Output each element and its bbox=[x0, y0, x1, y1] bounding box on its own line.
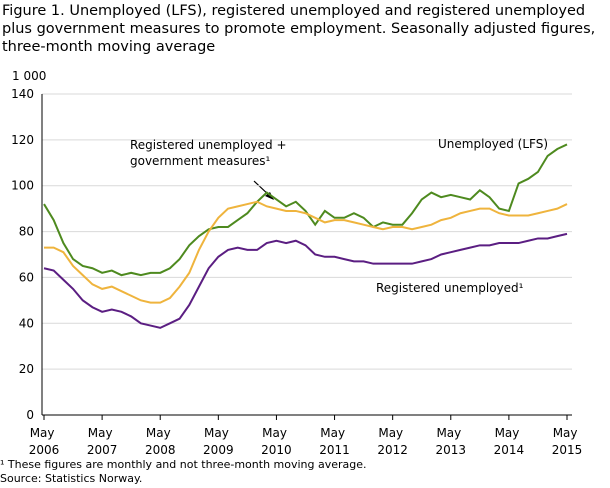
x-tick-label-line: May bbox=[378, 426, 407, 440]
x-tick-label: May 2014 bbox=[494, 426, 525, 457]
x-tick-label-line: 2013 bbox=[436, 443, 467, 457]
series-line bbox=[43, 232, 568, 329]
x-tick-label: May 2009 bbox=[203, 426, 234, 457]
x-tick-label: May 2012 bbox=[377, 426, 408, 457]
x-tick-label: May 2007 bbox=[87, 426, 118, 457]
series-label: Unemployed (LFS) bbox=[438, 137, 549, 151]
arrow-head bbox=[265, 192, 274, 200]
y-tick-label: 60 bbox=[19, 270, 34, 284]
x-tick-label-line: 2007 bbox=[87, 443, 118, 457]
x-tick-label-line: May bbox=[262, 426, 291, 440]
x-tick-label-line: May bbox=[320, 426, 349, 440]
series-label: Registered unemployed + government measu… bbox=[130, 138, 287, 168]
x-tick-label-line: 2010 bbox=[261, 443, 292, 457]
y-unit-label: 1 000 bbox=[12, 69, 46, 83]
x-tick-label: May 2011 bbox=[319, 426, 350, 457]
y-tick-label: 80 bbox=[19, 225, 34, 239]
x-tick-label: May 2006 bbox=[29, 426, 60, 457]
y-tick-label: 120 bbox=[11, 133, 34, 147]
x-tick-label-line: May bbox=[88, 426, 117, 440]
x-tick-label-line: 2015 bbox=[552, 443, 583, 457]
x-tick-label-line: May bbox=[204, 426, 233, 440]
x-tick-label-line: May bbox=[553, 426, 582, 440]
x-tick-label-line: 2009 bbox=[203, 443, 234, 457]
x-tick-label-line: 2008 bbox=[145, 443, 176, 457]
x-tick-label: May 2010 bbox=[261, 426, 292, 457]
x-tick-label-line: 2011 bbox=[319, 443, 350, 457]
x-tick-label: May 2008 bbox=[145, 426, 176, 457]
series-line bbox=[43, 143, 568, 277]
x-tick-label: May 2015 bbox=[552, 426, 583, 457]
series-label: Registered unemployed¹ bbox=[376, 281, 524, 295]
y-tick-label: 40 bbox=[19, 316, 34, 330]
y-tick-label: 20 bbox=[19, 362, 34, 376]
footer: ¹ These figures are monthly and not thre… bbox=[0, 458, 367, 486]
x-tick-label: May 2013 bbox=[436, 426, 467, 457]
y-tick-label: 0 bbox=[26, 408, 34, 422]
x-tick-label-line: May bbox=[495, 426, 524, 440]
source: Source: Statistics Norway. bbox=[0, 472, 143, 485]
chart-title: Figure 1. Unemployed (LFS), registered u… bbox=[2, 3, 596, 55]
footnote: ¹ These figures are monthly and not thre… bbox=[0, 458, 367, 471]
x-tick-label-line: 2006 bbox=[29, 443, 60, 457]
y-tick-label: 100 bbox=[11, 179, 34, 193]
x-tick-label-line: May bbox=[146, 426, 175, 440]
series-line bbox=[44, 200, 568, 304]
x-tick-label-line: May bbox=[436, 426, 465, 440]
x-tick-label-line: May bbox=[30, 426, 59, 440]
x-tick-label-line: 2014 bbox=[494, 443, 525, 457]
y-tick-label: 140 bbox=[11, 87, 34, 101]
x-tick-label-line: 2012 bbox=[377, 443, 408, 457]
